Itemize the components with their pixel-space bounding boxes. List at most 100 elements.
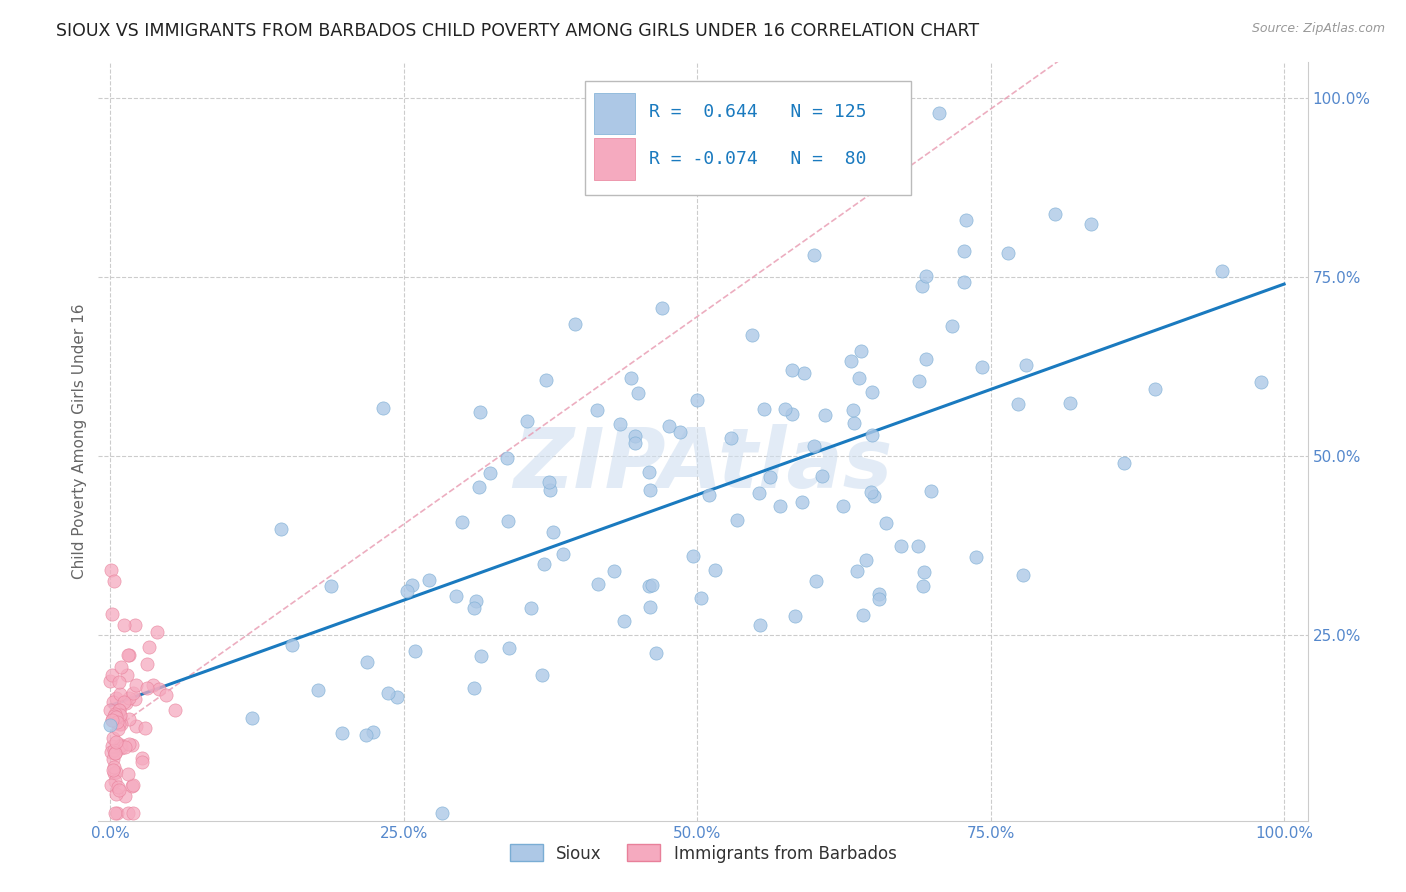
Point — [912, 565, 935, 579]
Point — [118, 648, 141, 663]
Point — [682, 549, 704, 564]
Point — [832, 499, 855, 513]
Point — [100, 745, 122, 759]
Point — [952, 275, 974, 289]
Point — [463, 601, 485, 615]
Point — [1059, 396, 1081, 410]
Point — [134, 721, 156, 735]
Point — [907, 539, 929, 553]
Point — [138, 640, 160, 655]
Point — [108, 707, 131, 722]
Point — [110, 687, 132, 701]
Point — [117, 766, 139, 780]
Point — [748, 486, 770, 500]
Point — [107, 722, 129, 736]
Point — [941, 318, 963, 333]
Text: SIOUX VS IMMIGRANTS FROM BARBADOS CHILD POVERTY AMONG GIRLS UNDER 16 CORRELATION: SIOUX VS IMMIGRANTS FROM BARBADOS CHILD … — [56, 22, 980, 40]
Point — [846, 564, 869, 578]
Point — [103, 766, 125, 780]
Point — [354, 728, 377, 742]
Point — [108, 709, 131, 723]
Point — [240, 711, 263, 725]
Point — [965, 549, 987, 564]
Point — [98, 674, 121, 689]
Point — [803, 439, 825, 453]
Point — [105, 715, 128, 730]
Point — [541, 524, 564, 539]
Point — [124, 692, 146, 706]
Point — [780, 363, 803, 377]
Point — [627, 385, 650, 400]
Point — [122, 806, 145, 821]
Point — [142, 678, 165, 692]
Point — [463, 681, 485, 696]
Point — [537, 475, 560, 489]
Point — [103, 709, 125, 723]
Point — [146, 625, 169, 640]
Point — [997, 245, 1019, 260]
Point — [1015, 359, 1038, 373]
Point — [451, 515, 474, 529]
Point — [155, 688, 177, 702]
Point — [468, 479, 491, 493]
FancyBboxPatch shape — [585, 81, 911, 195]
Point — [641, 578, 664, 592]
Point — [118, 737, 141, 751]
Point — [104, 746, 127, 760]
Point — [330, 726, 353, 740]
Point — [920, 483, 942, 498]
Point — [783, 608, 806, 623]
Point — [1043, 207, 1066, 221]
Text: R = -0.074   N =  80: R = -0.074 N = 80 — [648, 151, 866, 169]
Point — [531, 668, 554, 682]
Point — [928, 105, 950, 120]
Point — [839, 354, 862, 368]
Point — [108, 703, 131, 717]
Point — [100, 739, 122, 753]
Point — [638, 483, 661, 497]
Point — [100, 779, 122, 793]
Point — [101, 713, 124, 727]
Point — [848, 370, 870, 384]
Point — [890, 539, 912, 553]
Point — [479, 466, 502, 480]
Point — [842, 416, 865, 430]
Point — [105, 787, 128, 801]
Point — [98, 718, 121, 732]
Point — [108, 782, 131, 797]
Point — [114, 789, 136, 803]
Point — [498, 641, 520, 656]
Point — [121, 780, 143, 794]
Point — [110, 660, 132, 674]
Point — [136, 657, 159, 672]
Point — [270, 522, 292, 536]
Point — [124, 618, 146, 632]
Point — [852, 607, 875, 622]
Point — [125, 678, 148, 692]
Point — [538, 483, 561, 498]
Point — [769, 499, 792, 513]
Point — [754, 401, 776, 416]
Point — [356, 655, 378, 669]
Point — [953, 244, 976, 259]
Point — [118, 712, 141, 726]
Text: ZIPAtlas: ZIPAtlas — [513, 424, 893, 505]
Point — [773, 401, 796, 416]
Point — [860, 385, 883, 400]
Point — [401, 577, 423, 591]
Point — [602, 564, 624, 578]
Point — [520, 601, 543, 615]
Point — [105, 710, 128, 724]
Point — [396, 584, 419, 599]
FancyBboxPatch shape — [595, 93, 636, 135]
Point — [371, 401, 394, 416]
Point — [741, 328, 763, 343]
Point — [534, 373, 557, 387]
Point — [811, 469, 834, 483]
Point — [100, 713, 122, 727]
Point — [98, 703, 121, 717]
Point — [1007, 397, 1029, 411]
Point — [749, 618, 772, 632]
Legend: Sioux, Immigrants from Barbados: Sioux, Immigrants from Barbados — [503, 838, 903, 869]
Point — [131, 751, 153, 765]
